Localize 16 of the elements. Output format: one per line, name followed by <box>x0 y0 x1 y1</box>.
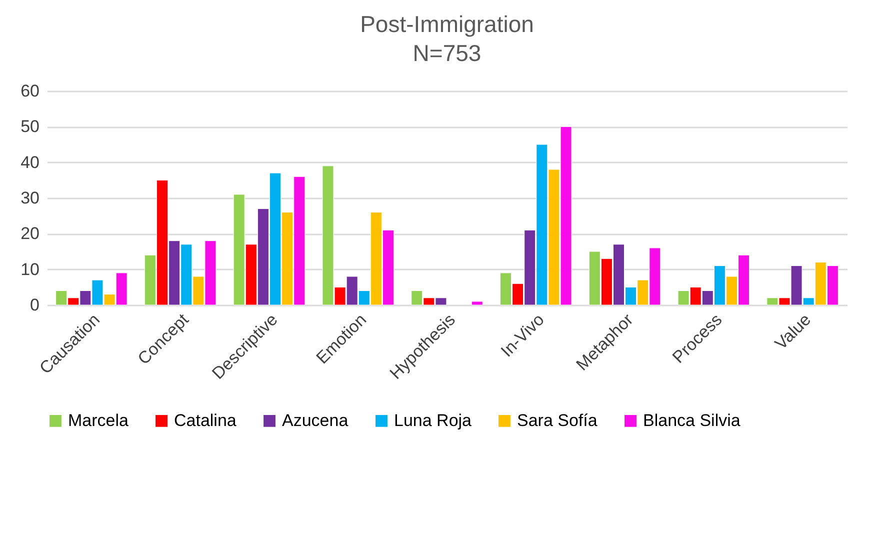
y-tick-label: 30 <box>20 188 40 208</box>
legend-label: Marcela <box>68 410 130 430</box>
legend-label: Luna Roja <box>394 410 472 430</box>
y-tick-label: 40 <box>20 152 40 172</box>
y-tick-label: 0 <box>30 296 40 314</box>
y-tick-label: 10 <box>20 260 40 279</box>
y-tick-label: 20 <box>20 224 40 244</box>
chart-title: Post-Immigration <box>360 11 534 37</box>
legend-label: Blanca Silvia <box>643 410 741 430</box>
bar <box>471 301 483 306</box>
legend-label: Sara Sofía <box>517 410 598 430</box>
y-tick-label: 60 <box>20 82 40 100</box>
legend-label: Azucena <box>282 410 349 430</box>
y-tick-label: 50 <box>20 117 40 136</box>
legend-label: Catalina <box>174 410 237 430</box>
chart-subtitle: N=753 <box>412 40 482 66</box>
